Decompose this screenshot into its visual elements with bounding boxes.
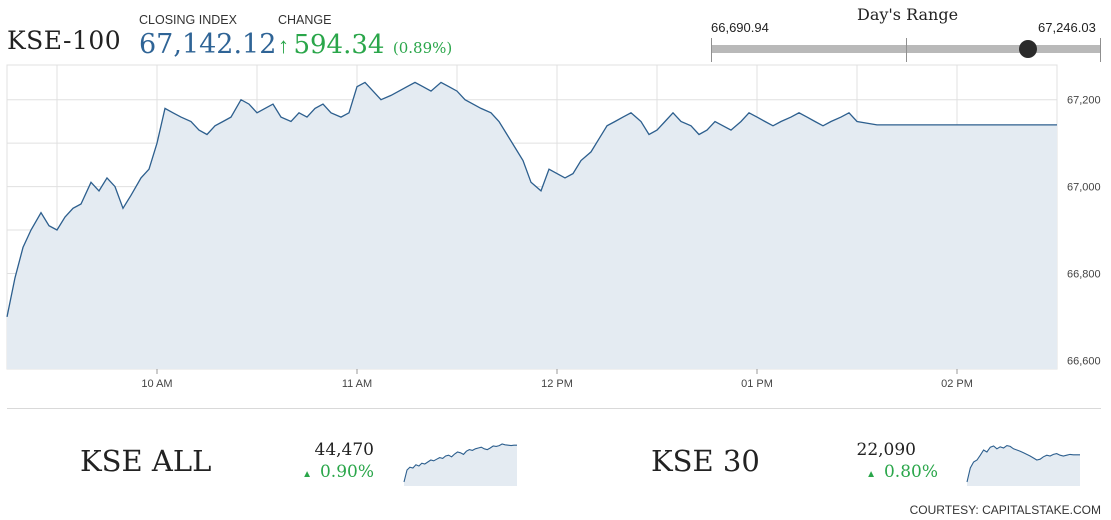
sparkline-line xyxy=(403,443,517,483)
kse-30-name: KSE 30 xyxy=(651,444,760,478)
days-range-current-marker xyxy=(1018,40,1037,58)
up-arrow-icon: ↑ xyxy=(278,33,289,58)
y-tick-label: 67,200 xyxy=(1067,95,1101,107)
change-value: 594.34 xyxy=(293,30,385,60)
series-area-fill xyxy=(7,82,1057,370)
kse-30-change: ▲ 0.80% xyxy=(848,462,938,482)
kse-30-sparkline xyxy=(966,445,1080,486)
x-tick-label: 11 AM xyxy=(342,378,372,390)
index-name: KSE-100 xyxy=(7,26,122,55)
section-divider xyxy=(7,408,1101,409)
days-range-high: 67,246.03 xyxy=(1038,20,1096,35)
up-triangle-icon: ▲ xyxy=(302,469,312,480)
range-tick-high xyxy=(1100,38,1101,62)
courtesy-note: COURTESY: CAPITALSTAKE.COM xyxy=(909,503,1101,517)
up-triangle-icon: ▲ xyxy=(866,469,876,480)
kse-all-change: ▲ 0.90% xyxy=(284,462,374,482)
sparkline-line xyxy=(966,445,1080,483)
change-percent: (0.89%) xyxy=(392,39,453,57)
kse-all-name: KSE ALL xyxy=(80,444,212,478)
y-tick-label: 66,600 xyxy=(1067,355,1101,367)
kse100-intraday-chart: 66,600 66,800 67,000 67,200 10 AM 11 AM 12 PM 0… xyxy=(6,64,1101,390)
kse-all-sparkline xyxy=(403,443,517,486)
sparkline-area xyxy=(404,444,517,486)
range-tick-mid xyxy=(906,38,907,62)
kse-all-value: 44,470 xyxy=(314,440,374,460)
kse-30-value: 22,090 xyxy=(856,440,916,460)
y-tick-label: 66,800 xyxy=(1067,268,1101,280)
x-tick-label: 02 PM xyxy=(941,378,973,390)
series-line xyxy=(6,81,1057,318)
change-row: ↑ 594.34 (0.89%) xyxy=(278,30,452,60)
sparkline-area xyxy=(967,445,1080,486)
x-tick-label: 12 PM xyxy=(541,378,573,390)
closing-index-value: 67,142.12 xyxy=(139,29,277,60)
x-tick-label: 10 AM xyxy=(141,378,172,390)
y-tick-label: 67,000 xyxy=(1067,182,1101,194)
kse-30-change-pct: 0.80% xyxy=(883,462,938,482)
days-range-low: 66,690.94 xyxy=(711,20,769,35)
kse-all-change-pct: 0.90% xyxy=(319,462,374,482)
x-tick-label: 01 PM xyxy=(741,378,773,390)
range-tick-low xyxy=(711,38,712,62)
days-range-title: Day's Range xyxy=(857,5,959,24)
closing-index-label: CLOSING INDEX xyxy=(139,13,237,27)
change-label: CHANGE xyxy=(278,13,332,27)
